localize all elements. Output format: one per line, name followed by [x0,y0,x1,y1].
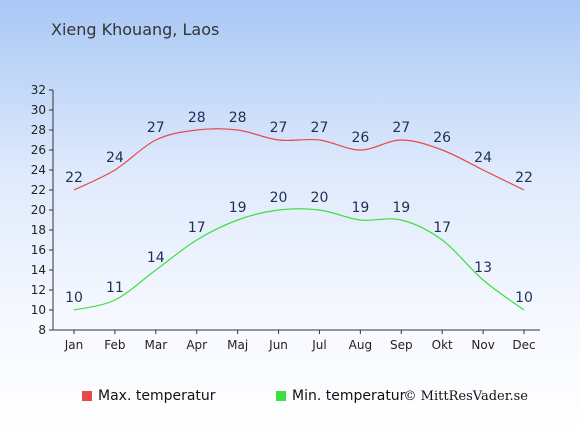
max-temp-data-label: 27 [270,120,288,136]
legend-min-swatch [276,391,286,401]
y-tick-label: 10 [31,303,46,317]
y-tick-label: 28 [31,123,46,137]
y-tick-label: 26 [31,143,46,157]
x-tick-label: Mar [144,338,167,352]
max-temp-data-label: 27 [392,120,410,136]
min-temp-data-label: 10 [515,290,533,306]
max-temp-data-label: 27 [147,120,165,136]
x-tick-label: Jul [311,338,326,352]
y-tick-label: 22 [31,183,46,197]
x-tick-label: Nov [471,338,494,352]
max-temp-data-label: 28 [229,110,247,126]
max-temp-data-label: 24 [474,150,492,166]
min-temp-data-label: 17 [188,220,206,236]
min-temp-data-label: 10 [65,290,83,306]
x-tick-label: Jan [64,338,84,352]
min-temp-data-label: 11 [106,280,124,296]
max-temp-data-label: 24 [106,150,124,166]
y-tick-label: 20 [31,203,46,217]
y-tick-label: 18 [31,223,46,237]
axes: 8 10 12 14 16 18 20 22 24 26 28 30 32 Jan Feb Mar Apr Maj… [31,83,540,352]
series-layer: 22 24 27 28 28 27 27 26 27 26 24 22 10 11 14 17 19 20 20 19… [65,110,533,311]
x-tick-label: Apr [186,338,207,352]
y-tick-label: 8 [38,323,46,337]
chart-title: Xieng Khouang, Laos [51,20,220,39]
x-tick-label: Dec [512,338,535,352]
y-tick-label: 30 [31,103,46,117]
y-tick-label: 14 [31,263,46,277]
max-temp-data-label: 26 [351,130,369,146]
legend-min-label: Min. temperatur [292,388,406,404]
max-temp-data-label: 26 [433,130,451,146]
min-temp-data-label: 19 [392,200,410,216]
max-temp-line [73,128,525,191]
max-temp-data-label: 22 [515,170,533,186]
x-tick-label: Maj [227,338,248,352]
min-temp-data-label: 20 [270,190,288,206]
legend-max: Max. temperatur [82,388,216,404]
y-tick-label: 16 [31,243,46,257]
x-tick-label: Okt [432,338,453,352]
x-tick-label: Jun [268,338,288,352]
y-tick-label: 12 [31,283,46,297]
min-temp-data-label: 14 [147,250,165,266]
legend-min: Min. temperatur [276,388,405,404]
min-temp-data-label: 13 [474,260,492,276]
min-temp-data-label: 17 [433,220,451,236]
legend-max-swatch [82,391,92,401]
x-tick-label: Sep [390,338,413,352]
legend-max-label: Max. temperatur [98,388,216,404]
x-tick-label: Feb [104,338,125,352]
copyright-text: © MittResVader.se [403,389,528,404]
max-temp-data-label: 27 [311,120,329,136]
min-temp-data-label: 19 [229,200,247,216]
y-tick-label: 32 [31,83,46,97]
max-temp-data-label: 22 [65,170,83,186]
x-tick-label: Aug [349,338,372,352]
max-temp-data-label: 28 [188,110,206,126]
min-temp-line [73,208,525,311]
min-temp-data-label: 20 [311,190,329,206]
min-temp-data-label: 19 [351,200,369,216]
y-tick-label: 24 [31,163,46,177]
